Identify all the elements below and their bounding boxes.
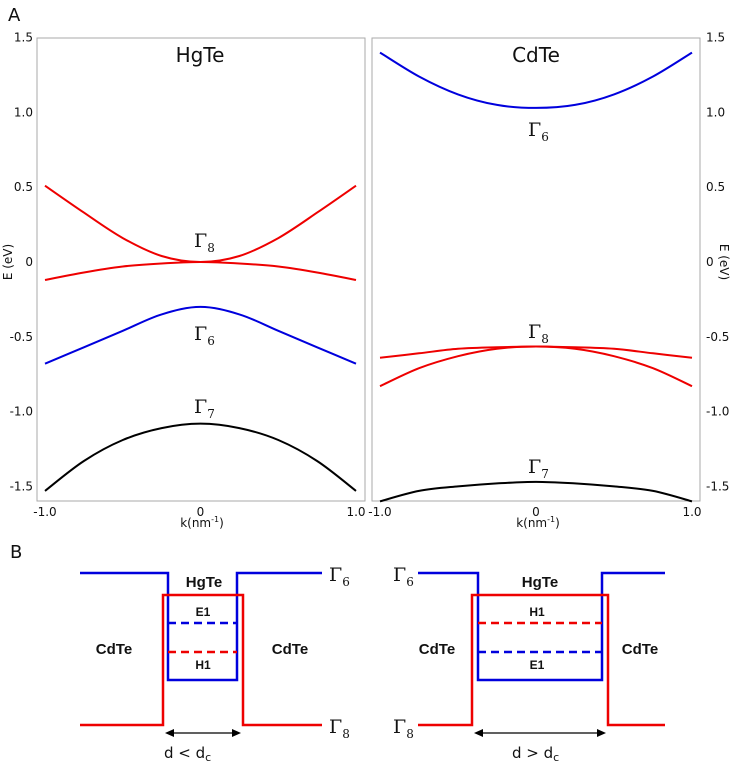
y-tick-label-left: -1.0 xyxy=(10,405,33,419)
gamma6-band-edge-left xyxy=(80,571,322,682)
lower-sublevel-label-left: H1 xyxy=(195,658,211,672)
x-tick-label: 1.0 xyxy=(346,505,365,519)
arrowhead-icon xyxy=(597,729,606,737)
barrier-label-right-b: CdTe xyxy=(622,641,658,658)
y-tick-label-right: -1.0 xyxy=(706,405,729,419)
gamma6-label-left: Γ6 xyxy=(329,564,350,589)
panel-b-label: B xyxy=(10,542,22,563)
x-tick-label: -1.0 xyxy=(368,505,391,519)
well-label-left: HgTe xyxy=(186,574,222,591)
barrier-label-left-b: CdTe xyxy=(272,641,308,658)
tick-layer: -1.0 0 1.0 -1.0 0 1.01.5 1.51.0 1.00.5 0.50 0-0.5… xyxy=(10,31,730,519)
y-tick-label-right: 1.0 xyxy=(706,105,725,119)
cdte-band-curve-2 xyxy=(379,345,693,388)
arrowhead-icon xyxy=(232,729,241,737)
y-tick-label-right: 0 xyxy=(706,255,714,269)
arrowhead-icon xyxy=(474,729,483,737)
y-tick-label-left: -1.5 xyxy=(10,479,33,493)
x-axis-label-left: k(nm-1) xyxy=(180,515,224,530)
y-tick-label-right: 0.5 xyxy=(706,180,725,194)
upper-sublevel-label-left: E1 xyxy=(196,605,211,619)
cdte-gamma8-label: Γ8 xyxy=(528,321,549,346)
hgte-plot-title: HgTe xyxy=(176,43,225,67)
lower-sublevel-label-right: E1 xyxy=(530,658,545,672)
hgte-gamma7-label: Γ7 xyxy=(194,396,215,421)
cdte-gamma7-label: Γ7 xyxy=(528,456,549,481)
gamma6-label-right: Γ6 xyxy=(393,564,414,589)
gamma8-label-right: Γ8 xyxy=(393,716,414,741)
y-tick-label-left: 1.0 xyxy=(14,105,33,119)
x-tick-label: -1.0 xyxy=(33,505,56,519)
cdte-band-curve-0 xyxy=(379,51,693,109)
width-label-left: d < dc xyxy=(164,744,211,764)
quantum-well-right: HgTe H1 E1 CdTe CdTe Γ6 Γ8 d > dc xyxy=(393,564,665,764)
x-tick-label: 0 xyxy=(532,505,540,519)
hgte-band-curve-2 xyxy=(44,305,357,365)
y-axis-label-left: E (eV) xyxy=(1,244,15,280)
hgte-band-curve-3 xyxy=(44,422,357,492)
gamma8-band-edge-left xyxy=(80,593,322,727)
hgte-gamma8-label: Γ8 xyxy=(194,230,215,255)
band-curves xyxy=(44,51,693,503)
y-axis-label-right: E (eV) xyxy=(717,244,731,280)
cdte-plot-frame xyxy=(371,37,701,502)
hgte-plot-frame xyxy=(36,37,366,502)
band-labels: Γ8 Γ6 Γ7 Γ6 Γ8 Γ7 xyxy=(194,119,549,481)
cdte-band-curve-3 xyxy=(379,480,693,503)
y-tick-label-left: 0.5 xyxy=(14,180,33,194)
upper-sublevel-label-right: H1 xyxy=(529,605,545,619)
y-tick-label-right: 1.5 xyxy=(706,31,725,45)
x-tick-label: 0 xyxy=(197,505,205,519)
y-tick-label-right: -1.5 xyxy=(706,479,729,493)
gamma8-label-left: Γ8 xyxy=(329,716,350,741)
y-tick-label-left: -0.5 xyxy=(10,330,33,344)
well-label-right: HgTe xyxy=(522,574,558,591)
cdte-band-curve-1 xyxy=(379,345,693,359)
width-label-right: d > dc xyxy=(512,744,559,764)
panel-a-label: A xyxy=(8,5,21,26)
gamma6-band-edge-right xyxy=(418,571,665,682)
arrowhead-icon xyxy=(165,729,174,737)
barrier-label-left-a: CdTe xyxy=(96,641,132,658)
y-tick-label-left: 0 xyxy=(25,255,33,269)
hgte-band-curve-1 xyxy=(44,260,357,281)
y-tick-label-right: -0.5 xyxy=(706,330,729,344)
y-tick-label-left: 1.5 xyxy=(14,31,33,45)
cdte-plot-title: CdTe xyxy=(512,43,560,67)
quantum-well-left: HgTe E1 H1 CdTe CdTe Γ6 Γ8 d < dc xyxy=(80,564,350,764)
cdte-gamma6-label: Γ6 xyxy=(528,119,549,144)
x-axis-label-right: k(nm-1) xyxy=(516,515,560,530)
barrier-label-right-a: CdTe xyxy=(419,641,455,658)
x-tick-label: 1.0 xyxy=(682,505,701,519)
gamma8-band-edge-right xyxy=(418,593,665,727)
hgte-gamma6-label: Γ6 xyxy=(194,323,215,348)
